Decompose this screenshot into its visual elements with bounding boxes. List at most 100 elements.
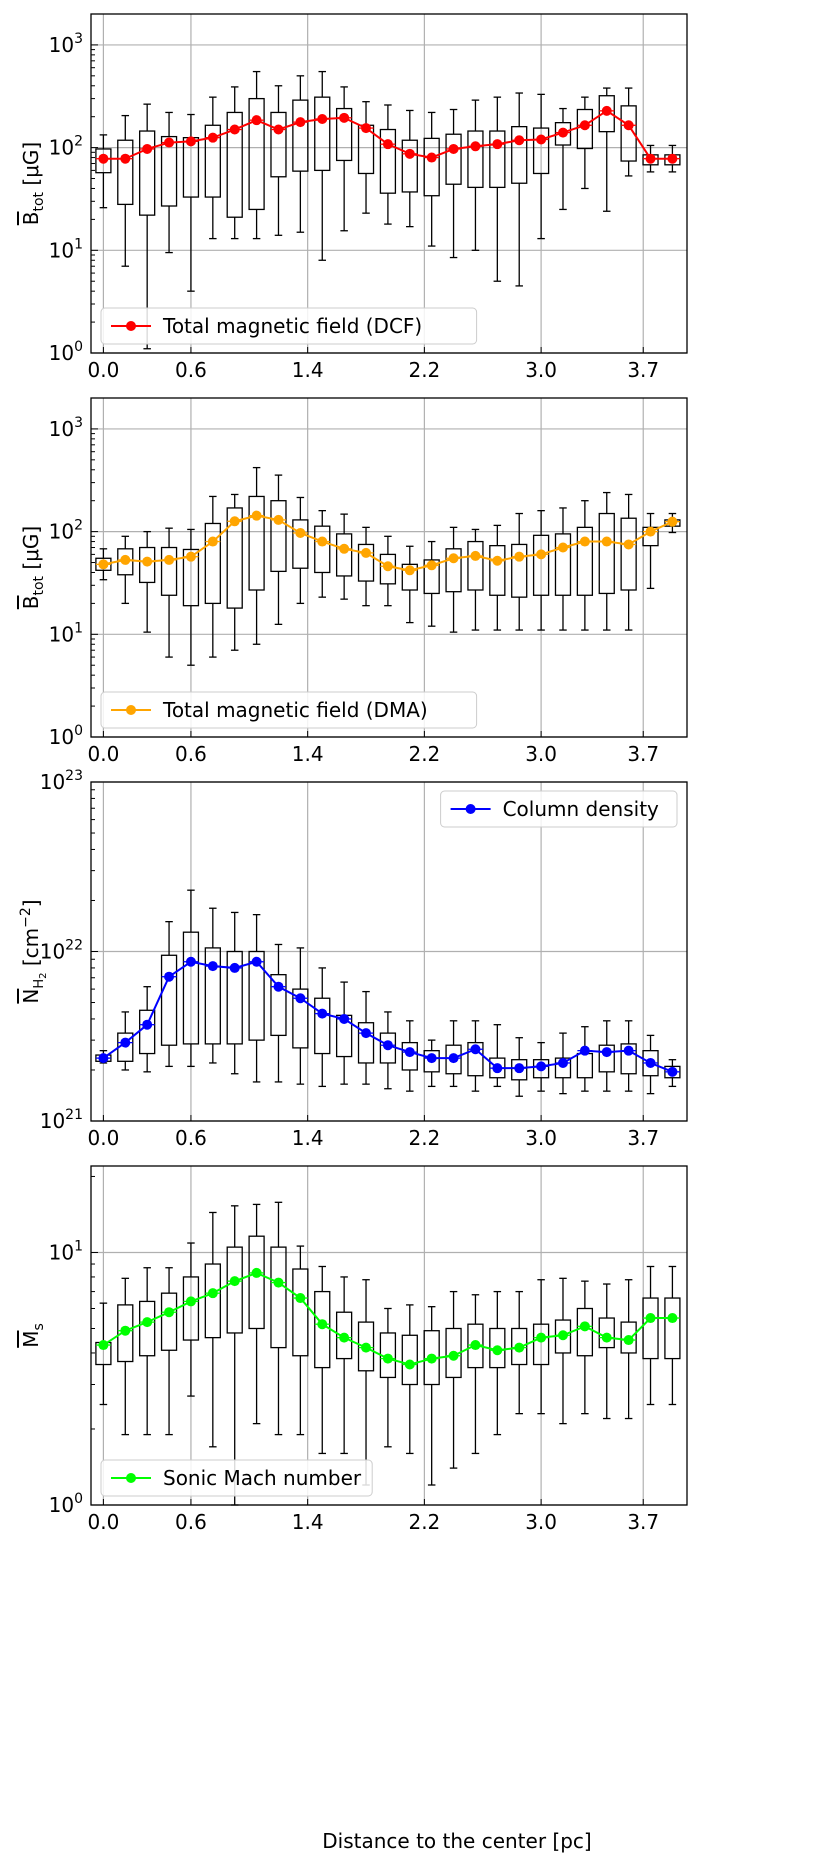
series-point [339,1332,350,1343]
box-item [489,1290,506,1436]
series-point [339,543,350,554]
box-body [270,1246,287,1349]
series-point [229,1276,240,1287]
box-body [182,548,200,607]
series-point [382,139,393,150]
series-point [623,1335,634,1346]
box-body [576,1052,594,1079]
box-body [379,128,397,194]
box-item [335,1276,353,1455]
series-point [470,550,481,561]
box-item [160,527,178,658]
series-point [185,551,196,562]
series-point [448,143,459,154]
chart-panel-4: 100 101 0.0 0.6 1.4 2.2 3.0 3.7 Ms Sonic Mach num… [19,1165,688,1534]
series-point [251,1267,262,1278]
series-point [557,542,568,553]
box-body [139,130,156,216]
series-point [557,1057,568,1068]
series-point [404,148,415,159]
legend: Total magnetic field (DMA) [100,691,478,729]
box-item [292,947,309,1085]
x-tick-label: 3.7 [627,742,659,766]
box-item [357,526,375,607]
series-point [426,1053,437,1064]
box-body [401,563,418,591]
legend-box [100,691,478,729]
box-body [292,519,309,569]
box-body [160,954,178,1046]
box-body [489,544,506,596]
y-label-symbol: M [19,1331,43,1348]
series-point [98,1340,109,1351]
plot-frame [90,781,688,1122]
x-tick-label: 3.7 [627,358,659,382]
box-item [467,99,484,251]
y-tick-exponent: 2 [74,134,83,150]
x-tick-label: 2.2 [408,1510,440,1534]
series-point [645,153,656,164]
y-tick-exponent: 3 [74,415,83,431]
box-body [314,997,331,1055]
x-tick-label: 0.0 [87,742,119,766]
box-item [357,101,375,214]
y-tick-label: 1023 [40,768,83,794]
x-tick-label: 3.0 [525,358,557,382]
series-point [251,510,262,521]
box-body [532,1059,550,1079]
x-tick-label: 0.0 [87,358,119,382]
y-label-subscript: tot [31,191,47,211]
series-point [579,1321,590,1332]
box-item [335,86,353,232]
y-label-unit-close: ] [19,899,43,907]
series-point [142,1317,153,1328]
series-point [601,105,612,116]
series-point [185,1296,196,1307]
box-item [314,967,331,1088]
series-point [601,1332,612,1343]
series-point [536,1332,547,1343]
box-body [511,125,528,184]
box-body [379,553,397,585]
x-tick-label: 3.0 [525,1126,557,1150]
y-axis-label: Ms [19,1323,47,1348]
box-item [270,474,287,626]
y-tick-exponent: 23 [65,768,83,784]
box-item [117,114,134,267]
series-point [361,547,372,558]
box-item [642,512,659,590]
box-item [204,495,221,658]
box-item [598,1283,615,1420]
box-body [335,107,353,162]
box-item [117,1011,134,1071]
legend-box [100,1459,373,1497]
series-point [361,1028,372,1039]
box-item [445,1290,462,1469]
box-item [511,92,528,287]
series-point [514,135,525,146]
box-body [664,1297,681,1360]
box-body [357,1321,375,1372]
series-point [426,152,437,163]
series-point [623,1045,634,1056]
box-item [401,545,418,624]
series-point [142,1019,153,1030]
series-point [536,1061,547,1072]
x-tick-label: 3.0 [525,742,557,766]
series-point [295,527,306,538]
x-tick-label: 2.2 [408,1126,440,1150]
box-body [445,133,462,185]
series-point [492,139,503,150]
series-point [448,1053,459,1064]
series-point [120,1037,131,1048]
box-item [554,507,572,631]
series-point [601,536,612,547]
box-body [204,1263,221,1339]
y-label-symbol: B [19,212,43,226]
box-body [401,1041,418,1071]
box-body [598,512,615,595]
series-point [339,112,350,123]
legend-box [440,790,678,828]
